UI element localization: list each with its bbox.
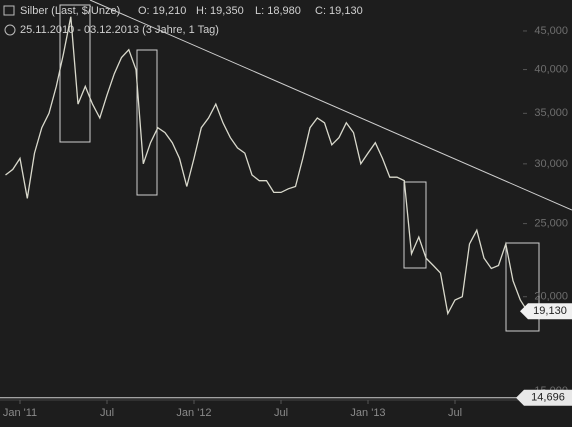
x-tick-label: Jan '13	[350, 407, 385, 419]
x-tick-label: Jul	[448, 407, 462, 419]
chart-icon	[3, 5, 15, 16]
x-tick-label: Jan '11	[3, 407, 37, 419]
header: Silber (Last, $/Unze) O: 19,210 H: 19,35…	[3, 5, 363, 36]
clock-icon	[4, 24, 16, 36]
low-label-box	[516, 389, 572, 406]
high: H: 19,350	[196, 5, 244, 17]
x-tick-label: Jul	[100, 407, 114, 419]
y-tick-label: 40,000	[534, 63, 568, 75]
y-tick-label: 35,000	[534, 107, 568, 119]
last-price-box	[520, 303, 572, 320]
low-label: 14,696	[531, 392, 565, 404]
annotation-box	[59, 4, 91, 143]
price-line	[5, 16, 529, 316]
y-tick-label: 25,000	[534, 218, 568, 230]
close: C: 19,130	[315, 5, 363, 17]
instrument: Silber (Last, $/Unze)	[20, 5, 120, 17]
annotation-box	[136, 49, 158, 196]
y-tick-label: 20,000	[534, 291, 568, 303]
last-price-label: 19,130	[533, 305, 567, 317]
annotation-box	[403, 181, 427, 269]
open: O: 19,210	[138, 5, 186, 17]
trend-line	[89, 0, 572, 211]
low: L: 18,980	[255, 5, 301, 17]
x-tick-label: Jul	[274, 407, 288, 419]
annotation-box	[505, 242, 540, 332]
x-tick-label: Jan '12	[176, 407, 211, 419]
y-tick-label: 45,000	[534, 25, 568, 37]
y-tick-label: 30,000	[534, 158, 568, 170]
annotation-boxes	[59, 4, 540, 332]
period: 25.11.2010 - 03.12.2013 (3 Jahre, 1 Tag)	[20, 24, 219, 36]
